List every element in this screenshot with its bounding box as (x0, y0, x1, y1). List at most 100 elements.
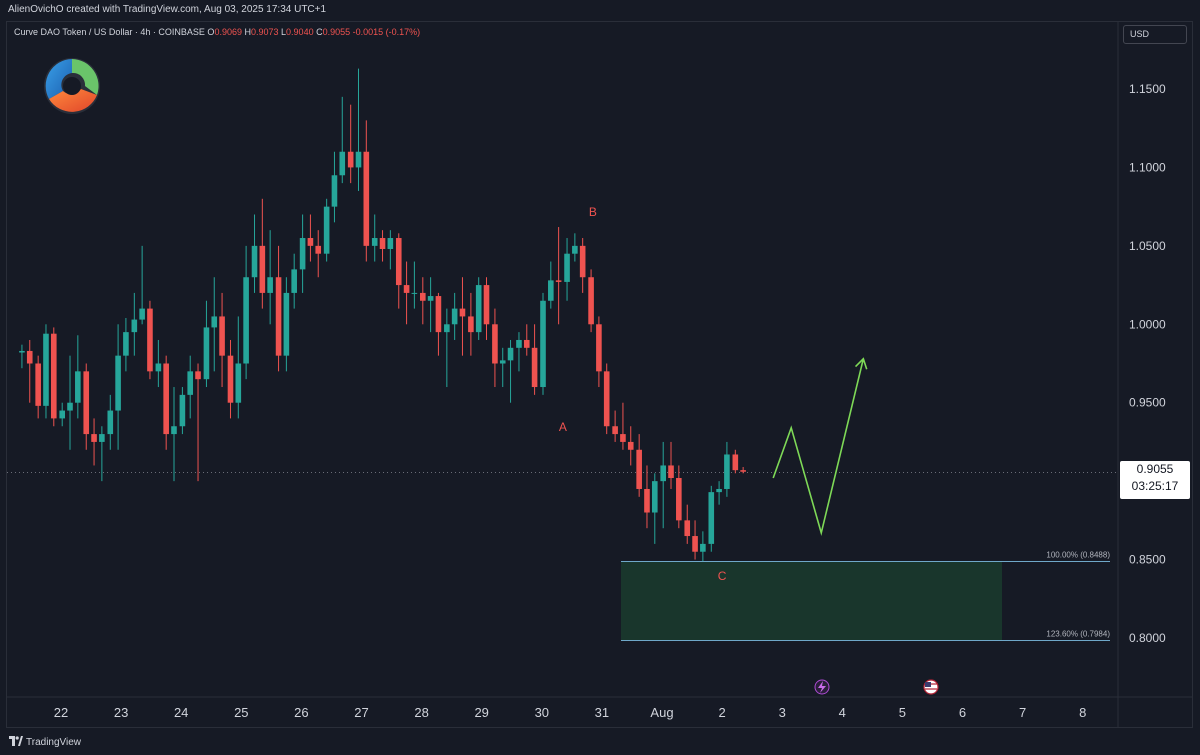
candle[interactable] (83, 363, 90, 450)
candle[interactable] (315, 230, 322, 278)
lightning-event-icon[interactable] (814, 679, 830, 695)
candle[interactable] (219, 292, 225, 388)
candle[interactable] (411, 261, 418, 309)
candle[interactable] (507, 339, 514, 403)
candle[interactable] (123, 318, 129, 372)
candle[interactable] (564, 238, 570, 301)
candle[interactable] (444, 308, 450, 388)
candle[interactable] (468, 292, 474, 356)
candle[interactable] (99, 426, 105, 482)
candle[interactable] (211, 277, 218, 372)
candle[interactable] (307, 214, 314, 262)
fib-target-zone[interactable] (621, 561, 1002, 641)
candle[interactable] (75, 335, 81, 419)
candle[interactable] (331, 151, 338, 223)
candle[interactable] (499, 347, 506, 388)
candle[interactable] (339, 96, 346, 184)
candle[interactable] (708, 485, 715, 552)
candle[interactable] (147, 300, 153, 380)
us-flag-event-icon[interactable] (923, 679, 939, 695)
candle[interactable] (612, 410, 618, 442)
candle[interactable] (187, 355, 194, 419)
candle[interactable] (379, 230, 386, 262)
candle[interactable] (107, 394, 114, 450)
candle[interactable] (179, 387, 186, 435)
candle[interactable] (660, 441, 667, 529)
candle[interactable] (139, 245, 145, 325)
candle[interactable] (347, 104, 354, 184)
candle[interactable] (67, 355, 73, 450)
symbol-label[interactable]: Curve DAO Token / US Dollar · 4h · COINB… (14, 27, 205, 37)
candle[interactable] (684, 504, 691, 544)
candle[interactable] (620, 402, 626, 450)
candle[interactable] (227, 339, 234, 419)
candle[interactable] (603, 363, 610, 435)
candle[interactable] (243, 245, 249, 380)
candle[interactable] (668, 441, 674, 489)
candle[interactable] (371, 214, 378, 262)
candle[interactable] (59, 402, 66, 427)
candle[interactable] (572, 233, 578, 262)
candle-body (668, 465, 674, 479)
candle[interactable] (115, 324, 121, 450)
candle[interactable] (155, 339, 162, 388)
candle[interactable] (724, 441, 730, 497)
candle[interactable] (195, 363, 201, 482)
candle[interactable] (651, 473, 658, 544)
candle[interactable] (435, 292, 442, 356)
candle[interactable] (692, 520, 698, 560)
candle[interactable] (588, 269, 594, 333)
candle[interactable] (35, 355, 41, 419)
candle[interactable] (171, 387, 177, 482)
candle[interactable] (355, 68, 362, 191)
candle[interactable] (259, 198, 266, 309)
candle[interactable] (91, 418, 97, 466)
candle[interactable] (267, 230, 273, 325)
candle[interactable] (732, 449, 739, 474)
candle[interactable] (420, 277, 426, 325)
candle[interactable] (131, 292, 138, 356)
candle[interactable] (700, 531, 706, 562)
candle[interactable] (516, 332, 522, 372)
candle[interactable] (644, 465, 650, 529)
candle[interactable] (363, 120, 370, 262)
candle[interactable] (523, 324, 530, 356)
candle[interactable] (459, 277, 466, 356)
candle[interactable] (235, 316, 242, 419)
candle[interactable] (251, 214, 258, 293)
candle[interactable] (555, 227, 562, 325)
candle[interactable] (627, 426, 634, 466)
candle[interactable] (291, 253, 297, 309)
candle[interactable] (395, 233, 402, 309)
candle[interactable] (531, 324, 538, 395)
candle[interactable] (387, 230, 394, 270)
candle[interactable] (427, 277, 434, 333)
candle[interactable] (596, 316, 602, 388)
candle-body (540, 300, 546, 388)
candle[interactable] (283, 277, 290, 372)
candle[interactable] (451, 292, 458, 340)
candle[interactable] (716, 481, 722, 505)
candle[interactable] (275, 245, 282, 372)
candle[interactable] (299, 214, 306, 293)
candle[interactable] (403, 261, 410, 325)
candle[interactable] (43, 324, 49, 419)
candle[interactable] (548, 261, 554, 309)
candle[interactable] (492, 308, 498, 388)
candle[interactable] (26, 339, 33, 403)
candle[interactable] (676, 465, 682, 529)
candle[interactable] (636, 434, 642, 497)
candle[interactable] (203, 300, 210, 388)
currency-button[interactable]: USD (1123, 25, 1187, 44)
candle[interactable] (163, 355, 169, 450)
candle[interactable] (19, 344, 25, 369)
candle[interactable] (50, 327, 57, 427)
candle[interactable] (475, 277, 482, 340)
candle[interactable] (579, 238, 586, 293)
candle[interactable] (740, 467, 746, 474)
candle[interactable] (323, 198, 330, 262)
candle[interactable] (540, 292, 546, 395)
projection-path[interactable] (772, 358, 865, 537)
candle[interactable] (483, 277, 490, 340)
